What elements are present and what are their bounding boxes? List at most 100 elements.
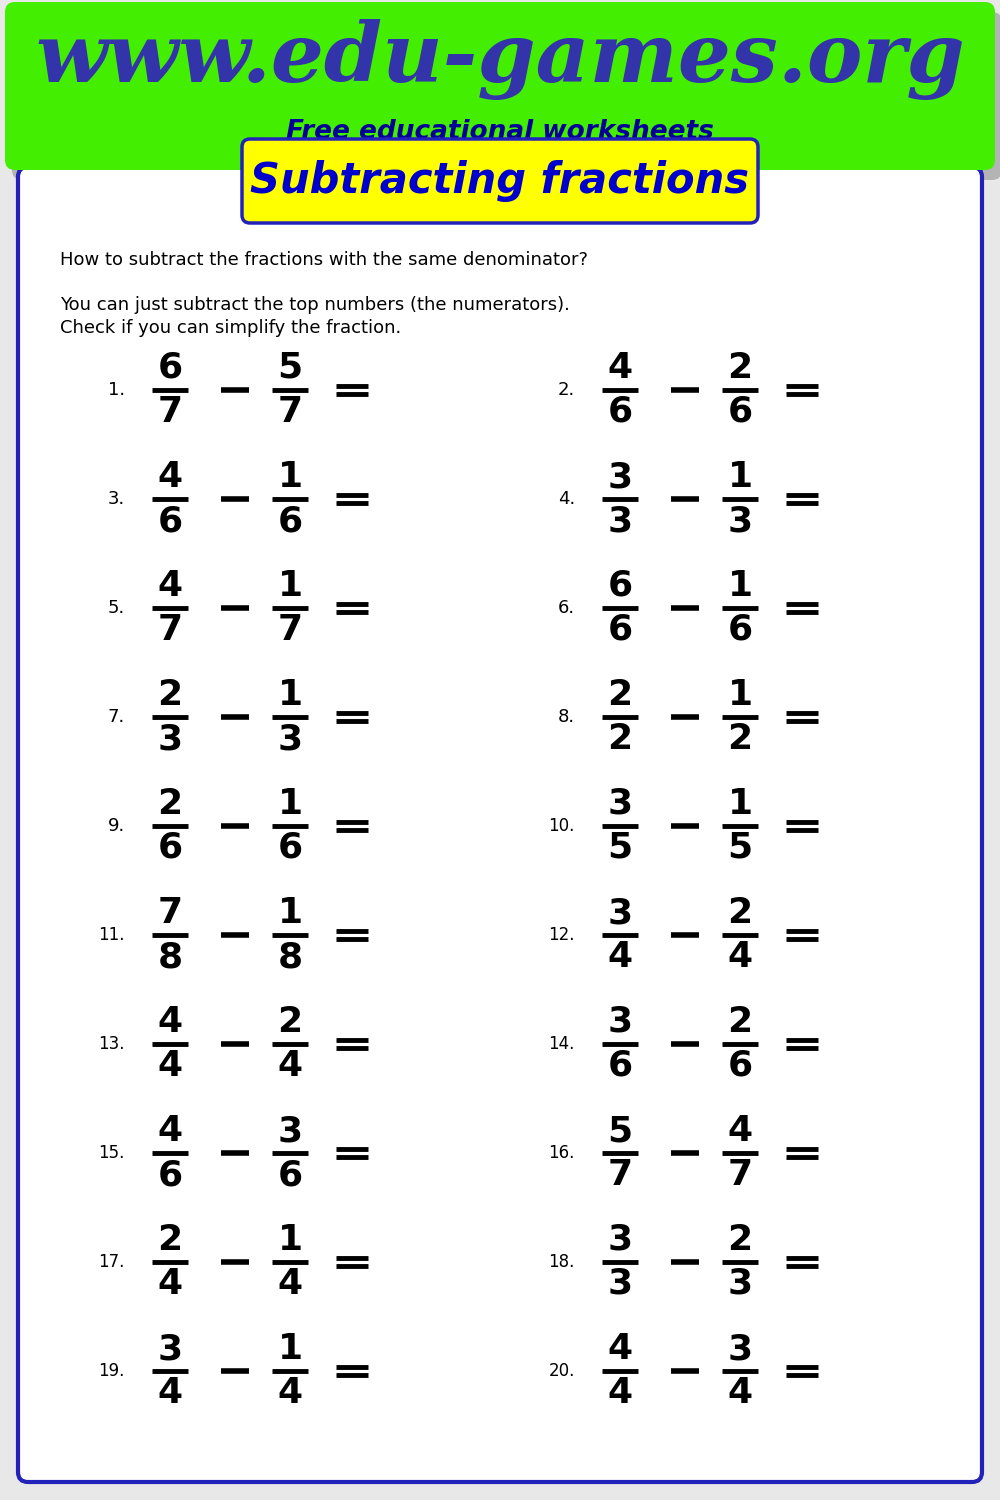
Text: 1: 1 [277,1332,303,1366]
Text: 4: 4 [157,1114,183,1148]
Text: Free educational worksheets: Free educational worksheets [286,118,714,146]
FancyBboxPatch shape [12,12,1000,180]
Text: Subtracting fractions: Subtracting fractions [250,160,750,202]
Text: 1: 1 [727,568,753,603]
Text: 6: 6 [277,504,303,538]
Text: 3: 3 [607,1005,633,1040]
Text: 12.: 12. [548,926,575,944]
Text: 6: 6 [607,614,633,646]
Text: 3: 3 [607,1222,633,1257]
Text: How to subtract the fractions with the same denominator?: How to subtract the fractions with the s… [60,251,588,268]
Text: 13.: 13. [98,1035,125,1053]
Text: 4: 4 [157,460,183,494]
Text: 6: 6 [277,1158,303,1192]
Text: 4: 4 [157,1048,183,1083]
Text: 1: 1 [727,678,753,712]
Text: 3: 3 [277,722,303,756]
Text: Check if you can simplify the fraction.: Check if you can simplify the fraction. [60,320,401,338]
Text: 15.: 15. [99,1144,125,1162]
Text: 14.: 14. [549,1035,575,1053]
FancyBboxPatch shape [242,140,758,224]
Text: You can just subtract the top numbers (the numerators).: You can just subtract the top numbers (t… [60,296,570,314]
FancyBboxPatch shape [5,2,995,170]
Text: 17.: 17. [99,1252,125,1270]
Text: 2: 2 [157,788,183,820]
Text: 6: 6 [157,1158,183,1192]
Text: 1: 1 [277,568,303,603]
Text: 9.: 9. [108,818,125,836]
Text: 6: 6 [277,831,303,866]
Text: 20.: 20. [549,1362,575,1380]
Text: 1: 1 [277,788,303,820]
Text: 1: 1 [727,460,753,494]
Text: 2: 2 [277,1005,303,1040]
Text: 4: 4 [607,1332,633,1366]
Text: 3: 3 [157,1332,183,1366]
Text: 2: 2 [607,722,633,756]
Text: 7: 7 [607,1158,633,1192]
Text: 4: 4 [727,1376,753,1410]
Text: 2: 2 [727,722,753,756]
Text: 3: 3 [727,1268,753,1300]
Text: 1: 1 [277,896,303,930]
Text: 10.: 10. [549,818,575,836]
Text: 7.: 7. [108,708,125,726]
Text: 8: 8 [277,940,303,974]
Text: 3.: 3. [108,490,125,508]
Text: 3: 3 [607,1268,633,1300]
Text: 3: 3 [607,504,633,538]
Text: 5: 5 [607,1114,633,1148]
Text: 4: 4 [157,568,183,603]
Text: 6: 6 [157,831,183,866]
Text: 6: 6 [157,351,183,386]
Text: 3: 3 [277,1114,303,1148]
Text: 2: 2 [607,678,633,712]
Text: 7: 7 [277,614,303,646]
Text: 1: 1 [727,788,753,820]
Text: 2: 2 [727,896,753,930]
Text: 6: 6 [727,1048,753,1083]
Text: 5: 5 [727,831,753,866]
Text: 4: 4 [157,1376,183,1410]
FancyBboxPatch shape [18,166,982,1482]
Text: 7: 7 [157,394,183,429]
Text: 4.: 4. [558,490,575,508]
Text: 4: 4 [277,1268,303,1300]
Text: 5.: 5. [108,598,125,616]
Text: 3: 3 [607,460,633,494]
Text: 1: 1 [277,460,303,494]
Text: 18.: 18. [549,1252,575,1270]
Text: 2: 2 [727,351,753,386]
Text: www.edu-games.org: www.edu-games.org [35,20,965,101]
Text: 4: 4 [607,1376,633,1410]
Text: 6: 6 [727,614,753,646]
Text: 2.: 2. [558,381,575,399]
Text: 3: 3 [607,896,633,930]
Text: 2: 2 [727,1005,753,1040]
Text: 3: 3 [157,722,183,756]
Text: 1: 1 [277,1222,303,1257]
Text: 7: 7 [727,1158,753,1192]
Text: 1: 1 [277,678,303,712]
Text: 16.: 16. [549,1144,575,1162]
Text: 6: 6 [607,394,633,429]
Text: 8: 8 [157,940,183,974]
Text: 11.: 11. [98,926,125,944]
Text: 4: 4 [727,1114,753,1148]
Text: 3: 3 [727,1332,753,1366]
Text: 7: 7 [277,394,303,429]
Text: 6: 6 [727,394,753,429]
Text: 6: 6 [607,1048,633,1083]
Text: 2: 2 [727,1222,753,1257]
Text: 2: 2 [157,1222,183,1257]
Text: 5: 5 [607,831,633,866]
Text: 3: 3 [727,504,753,538]
Text: 5: 5 [277,351,303,386]
Text: 6: 6 [607,568,633,603]
Text: 8.: 8. [558,708,575,726]
Text: 3: 3 [607,788,633,820]
Text: 4: 4 [607,351,633,386]
Text: 1.: 1. [108,381,125,399]
Text: 4: 4 [727,940,753,974]
Text: 4: 4 [157,1005,183,1040]
